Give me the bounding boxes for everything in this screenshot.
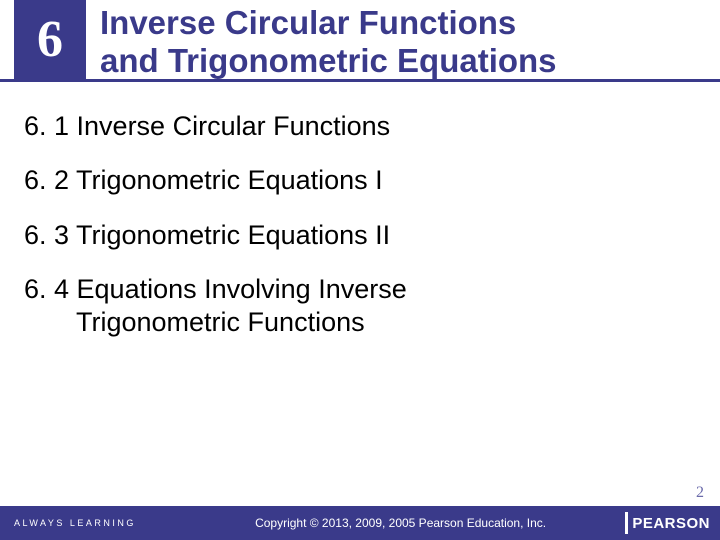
chapter-number: 6 xyxy=(37,10,63,69)
brand-name: PEARSON xyxy=(632,515,710,532)
section-label: 6. 4 Equations Involving Inverse xyxy=(24,274,407,304)
pearson-logo: PEARSON xyxy=(625,512,720,534)
section-label: 6. 2 Trigonometric Equations I xyxy=(24,165,383,195)
page-number: 2 xyxy=(696,484,704,502)
chapter-title-line2: and Trigonometric Equations xyxy=(100,42,557,79)
footer-bar: ALWAYS LEARNING Copyright © 2013, 2009, … xyxy=(0,506,720,540)
section-item: 6. 3 Trigonometric Equations II xyxy=(24,219,700,251)
chapter-title-line1: Inverse Circular Functions xyxy=(100,4,516,41)
section-list: 6. 1 Inverse Circular Functions 6. 2 Tri… xyxy=(0,82,720,338)
section-label: 6. 3 Trigonometric Equations II xyxy=(24,220,390,250)
section-item: 6. 2 Trigonometric Equations I xyxy=(24,164,700,196)
logo-bar-icon xyxy=(625,512,628,534)
copyright-text: Copyright © 2013, 2009, 2005 Pearson Edu… xyxy=(136,516,625,530)
section-label: 6. 1 Inverse Circular Functions xyxy=(24,111,390,141)
chapter-number-box: 6 xyxy=(14,0,86,79)
section-label-cont: Trigonometric Functions xyxy=(24,306,700,338)
tagline: ALWAYS LEARNING xyxy=(0,518,136,528)
chapter-title: Inverse Circular Functions and Trigonome… xyxy=(86,0,557,79)
section-item: 6. 4 Equations Involving Inverse Trigono… xyxy=(24,273,700,338)
chapter-header: 6 Inverse Circular Functions and Trigono… xyxy=(0,0,720,82)
section-item: 6. 1 Inverse Circular Functions xyxy=(24,110,700,142)
